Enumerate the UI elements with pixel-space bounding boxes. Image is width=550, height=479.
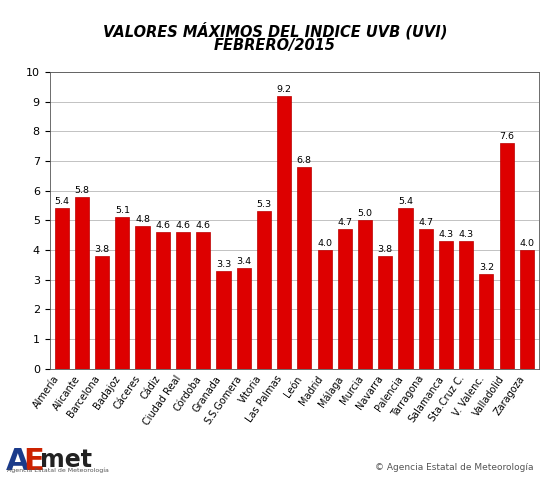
Bar (236, 268, 251, 369)
Text: © Agencia Estatal de Meteorología: © Agencia Estatal de Meteorología (375, 463, 534, 472)
Text: met: met (40, 448, 92, 472)
Bar (398, 208, 412, 369)
Text: 4.6: 4.6 (196, 221, 211, 230)
Text: 4.7: 4.7 (418, 218, 433, 227)
Bar (419, 229, 433, 369)
Bar (317, 250, 332, 369)
Text: 4.7: 4.7 (337, 218, 353, 227)
Bar (54, 208, 69, 369)
Text: 3.3: 3.3 (216, 260, 231, 269)
Text: 3.2: 3.2 (479, 262, 494, 272)
Bar (116, 217, 129, 369)
Text: 6.8: 6.8 (297, 156, 312, 165)
Bar (156, 232, 170, 369)
Bar (480, 274, 493, 369)
Bar (135, 226, 150, 369)
Bar (298, 167, 311, 369)
Text: E: E (23, 446, 44, 476)
Text: VALORES MÁXIMOS DEL INDICE UVB (UVI): VALORES MÁXIMOS DEL INDICE UVB (UVI) (103, 23, 447, 40)
Text: A: A (6, 446, 29, 476)
Text: 4.8: 4.8 (135, 215, 150, 224)
Bar (75, 196, 89, 369)
Text: 5.8: 5.8 (74, 185, 89, 194)
Bar (277, 96, 291, 369)
Text: 3.4: 3.4 (236, 257, 251, 266)
Bar (499, 143, 514, 369)
Bar (196, 232, 210, 369)
Text: 4.6: 4.6 (175, 221, 190, 230)
Bar (176, 232, 190, 369)
Bar (338, 229, 352, 369)
Text: 7.6: 7.6 (499, 132, 514, 141)
Text: Agencia Estatal de Meteorología: Agencia Estatal de Meteorología (7, 467, 108, 472)
Text: 5.0: 5.0 (358, 209, 372, 218)
Bar (358, 220, 372, 369)
Text: 4.0: 4.0 (519, 239, 535, 248)
Text: 5.3: 5.3 (256, 200, 272, 209)
Bar (520, 250, 534, 369)
Bar (257, 211, 271, 369)
Text: 9.2: 9.2 (277, 84, 292, 93)
Text: 3.8: 3.8 (95, 245, 109, 254)
Text: 5.1: 5.1 (115, 206, 130, 215)
Text: 4.0: 4.0 (317, 239, 332, 248)
Bar (378, 256, 392, 369)
Bar (459, 241, 473, 369)
Text: 5.4: 5.4 (54, 197, 69, 206)
Bar (216, 271, 230, 369)
Text: 4.6: 4.6 (155, 221, 170, 230)
Text: 5.4: 5.4 (398, 197, 413, 206)
Text: 4.3: 4.3 (459, 230, 474, 239)
Bar (95, 256, 109, 369)
Text: FEBRERO/2015: FEBRERO/2015 (214, 38, 336, 53)
Text: 4.3: 4.3 (438, 230, 454, 239)
Bar (439, 241, 453, 369)
Text: 3.8: 3.8 (378, 245, 393, 254)
